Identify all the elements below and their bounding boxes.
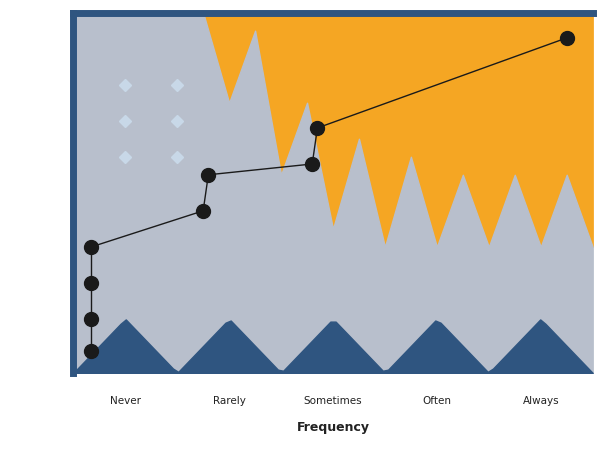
Point: [87, 279, 97, 287]
Text: Always: Always: [522, 394, 559, 404]
Text: Often: Often: [422, 394, 452, 404]
Text: Frequency: Frequency: [296, 420, 370, 433]
Point: [198, 207, 208, 215]
Text: Rarely: Rarely: [213, 394, 246, 404]
Point: [87, 348, 97, 355]
Point: [562, 35, 571, 42]
Point: [203, 172, 213, 179]
Point: [307, 161, 317, 168]
Point: [87, 316, 97, 323]
Point: [87, 244, 97, 251]
Text: Sometimes: Sometimes: [304, 394, 362, 404]
Text: Never: Never: [110, 394, 141, 404]
Point: [312, 125, 323, 132]
